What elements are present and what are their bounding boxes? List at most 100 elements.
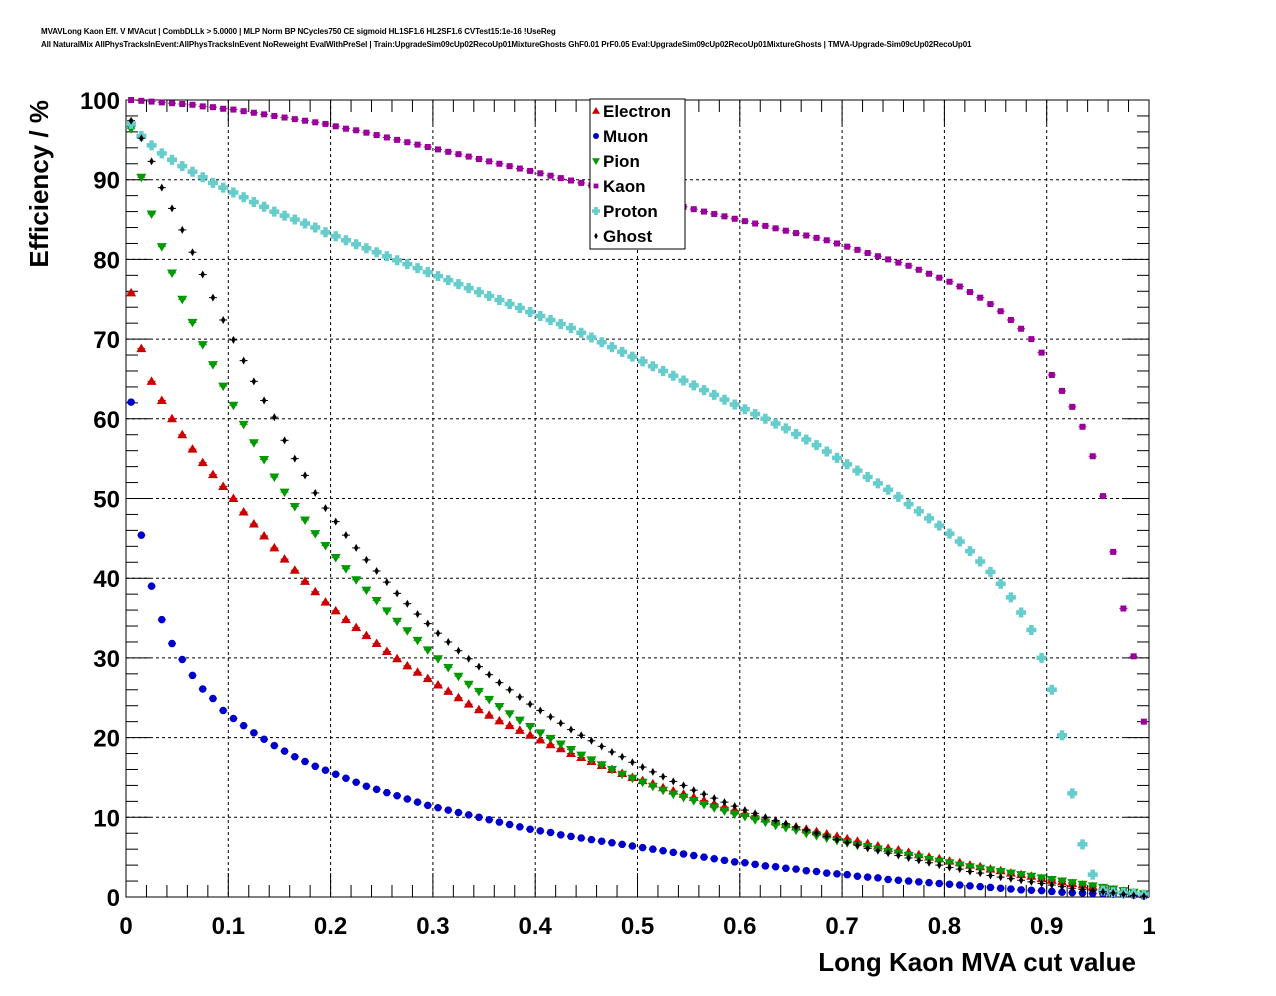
data-point [497, 678, 502, 687]
data-point [177, 429, 188, 439]
data-point [415, 610, 420, 619]
data-point [760, 818, 771, 828]
data-point [514, 716, 525, 726]
data-point [844, 838, 850, 847]
data-point [302, 471, 308, 480]
data-point [240, 108, 247, 115]
data-point [384, 578, 390, 587]
data-point [792, 865, 800, 873]
x-tick-label: 0.3 [416, 913, 449, 940]
data-point [433, 655, 444, 664]
data-point [988, 871, 993, 880]
data-point [313, 488, 318, 497]
data-point [272, 413, 277, 422]
data-point [187, 318, 198, 328]
data-point [688, 797, 699, 806]
data-point [464, 811, 473, 819]
data-point [424, 144, 431, 151]
data-point [473, 287, 484, 298]
data-point [484, 291, 495, 302]
data-point [700, 853, 708, 861]
data-point [1005, 592, 1016, 603]
data-point [188, 671, 197, 680]
data-point [535, 734, 546, 744]
data-point [761, 862, 770, 870]
data-point [688, 380, 699, 391]
data-point [750, 816, 761, 825]
y-tick-label: 30 [93, 646, 120, 673]
data-point [1048, 371, 1055, 378]
data-point [619, 752, 625, 761]
data-point [773, 816, 778, 825]
data-point [504, 299, 515, 310]
data-point [238, 507, 249, 516]
data-point [514, 303, 525, 314]
data-point [228, 401, 239, 411]
data-point [311, 762, 320, 771]
data-point [596, 337, 607, 348]
data-point [496, 160, 503, 167]
data-point [279, 554, 290, 563]
data-point [484, 695, 495, 705]
data-point [937, 861, 942, 870]
data-point [831, 452, 842, 463]
data-point [321, 766, 330, 775]
data-point [361, 586, 372, 596]
data-point [392, 653, 403, 663]
data-point [964, 863, 975, 872]
legend-label: Electron [603, 102, 671, 121]
data-point [976, 882, 984, 891]
data-point [742, 806, 748, 815]
data-point [823, 869, 831, 877]
data-point [504, 710, 515, 719]
data-point [495, 818, 504, 826]
data-point [156, 243, 167, 252]
y-tick-label: 50 [93, 487, 120, 514]
data-point [833, 870, 841, 878]
data-point [259, 455, 270, 465]
legend-marker [593, 183, 599, 189]
data-point [525, 722, 536, 732]
data-point [230, 106, 237, 113]
data-point [627, 774, 638, 784]
data-point [729, 810, 740, 820]
data-point [475, 155, 482, 162]
data-point [207, 177, 218, 188]
data-point [342, 774, 350, 782]
data-point [915, 878, 923, 886]
data-point [138, 97, 145, 104]
data-point [158, 99, 165, 106]
data-point [987, 301, 994, 308]
data-point [1070, 884, 1075, 893]
legend-item-kaon: Kaon [593, 177, 646, 196]
data-point [720, 856, 729, 865]
data-point [363, 129, 370, 136]
data-point [323, 504, 328, 513]
data-point [586, 332, 597, 343]
data-point [269, 473, 280, 482]
data-point [985, 566, 996, 577]
data-point [1087, 869, 1098, 880]
data-point [853, 872, 862, 881]
data-point [251, 377, 257, 386]
data-point [209, 694, 217, 703]
data-point [289, 502, 300, 512]
x-tick-label: 0.6 [723, 913, 756, 940]
data-point [698, 801, 709, 810]
data-point [915, 266, 922, 273]
data-point [545, 314, 556, 325]
data-point [547, 172, 554, 179]
data-point [187, 166, 198, 177]
legend-item-pion: Pion [592, 152, 640, 171]
data-point [597, 837, 606, 845]
data-point [691, 786, 697, 795]
data-point [200, 270, 205, 279]
data-point [169, 100, 176, 107]
data-point [353, 543, 359, 552]
data-point [422, 673, 433, 683]
y-tick-label: 70 [93, 327, 120, 354]
data-point [1090, 886, 1095, 895]
data-point [701, 790, 707, 799]
data-point [1016, 871, 1027, 880]
data-point [473, 704, 484, 714]
